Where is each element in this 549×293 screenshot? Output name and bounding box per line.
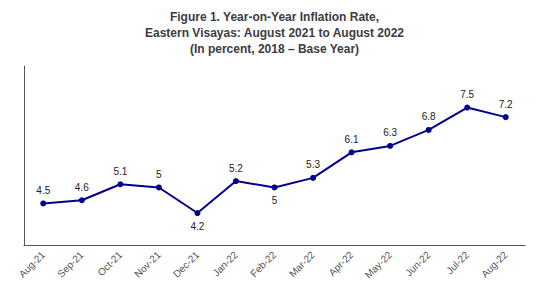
svg-text:Nov-21: Nov-21 xyxy=(132,249,163,280)
svg-text:Apr-22: Apr-22 xyxy=(326,249,355,278)
svg-text:Jan-22: Jan-22 xyxy=(210,249,240,279)
svg-text:Figure 1. Year-on-Year Inflati: Figure 1. Year-on-Year Inflation Rate, xyxy=(170,10,379,24)
svg-text:Dec-21: Dec-21 xyxy=(171,249,202,280)
svg-text:5: 5 xyxy=(272,195,278,206)
svg-text:6.8: 6.8 xyxy=(422,111,436,122)
svg-text:Sep-21: Sep-21 xyxy=(55,249,86,280)
svg-text:4.6: 4.6 xyxy=(75,182,89,193)
svg-text:5: 5 xyxy=(156,169,162,180)
svg-text:5.1: 5.1 xyxy=(113,166,127,177)
svg-text:7.2: 7.2 xyxy=(499,99,513,110)
svg-text:Aug-21: Aug-21 xyxy=(17,249,48,280)
svg-text:Eastern Visayas: August 2021 t: Eastern Visayas: August 2021 to August 2… xyxy=(145,26,404,40)
svg-text:Feb-22: Feb-22 xyxy=(248,249,278,279)
svg-text:Oct-21: Oct-21 xyxy=(95,249,124,278)
svg-text:6.1: 6.1 xyxy=(345,134,359,145)
svg-text:Jul-22: Jul-22 xyxy=(444,249,471,276)
svg-text:5.2: 5.2 xyxy=(229,163,243,174)
svg-text:4.2: 4.2 xyxy=(190,221,204,232)
svg-text:7.5: 7.5 xyxy=(460,89,474,100)
svg-text:6.3: 6.3 xyxy=(383,127,397,138)
svg-text:(In percent, 2018 – Base Year): (In percent, 2018 – Base Year) xyxy=(190,42,359,56)
svg-text:Mar-22: Mar-22 xyxy=(287,249,317,279)
svg-text:May-22: May-22 xyxy=(363,249,395,281)
svg-text:Aug-22: Aug-22 xyxy=(479,249,510,280)
svg-text:4.5: 4.5 xyxy=(36,185,50,196)
svg-text:Jun-22: Jun-22 xyxy=(403,249,433,279)
svg-text:5.3: 5.3 xyxy=(306,159,320,170)
